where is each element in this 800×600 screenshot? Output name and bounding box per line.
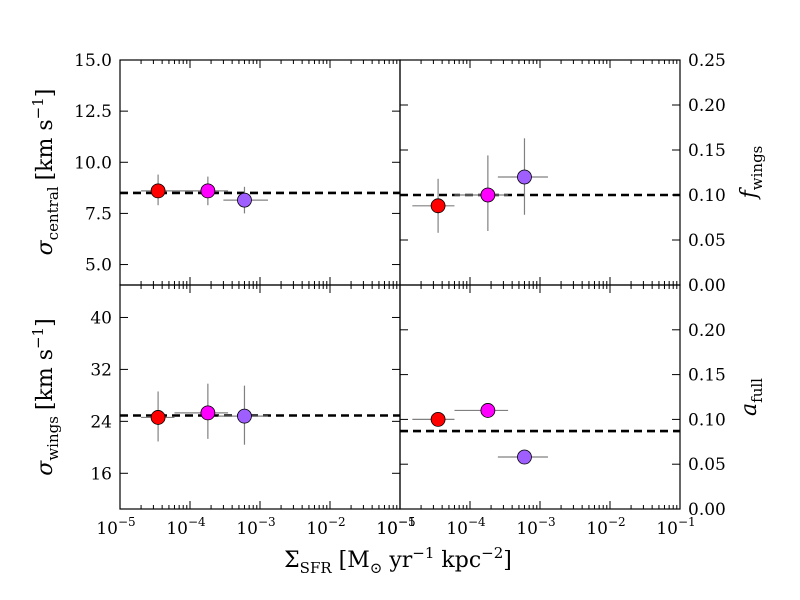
panel-bottom-left: 16 24 32 40 10−5 10−4 10−3 10−2 10−1 bbox=[90, 284, 416, 539]
y-tick-label: 16 bbox=[90, 464, 112, 484]
data-point bbox=[430, 411, 446, 427]
x-tick-label: 10−2 bbox=[306, 515, 345, 539]
data-point bbox=[517, 449, 532, 465]
ylabel-bottom-left: σwings[km s−1] bbox=[29, 318, 62, 475]
data-point bbox=[150, 183, 166, 199]
y-tick-label: 40 bbox=[90, 308, 112, 328]
y-tick-label: 7.5 bbox=[85, 204, 112, 224]
y-tick-label: 5.0 bbox=[85, 256, 112, 276]
x-tick-label: 10−4 bbox=[446, 515, 486, 539]
y-tick-label: 0.10 bbox=[688, 186, 726, 206]
y-tick-label: 10.0 bbox=[74, 153, 112, 173]
data-point bbox=[237, 408, 252, 424]
panel-bottom-right: 0.00 0.05 0.10 0.15 0.20 10−5 10−4 10−3 10−2 10−1 bbox=[376, 284, 726, 539]
x-tick-label: 10−5 bbox=[96, 515, 135, 539]
ylabel-bottom-right: afull bbox=[737, 378, 766, 416]
x-tick-label: 10−4 bbox=[166, 515, 206, 539]
axes-frame-top-right bbox=[399, 59, 681, 286]
y-tick-label: 0.15 bbox=[688, 366, 726, 386]
y-tick-label: 0.00 bbox=[688, 500, 726, 520]
x-tick-label: 10−1 bbox=[656, 515, 695, 539]
data-point bbox=[430, 198, 446, 214]
panels-layer: 5.07.510.012.515.00.000.050.100.150.200.… bbox=[74, 51, 726, 539]
ylabel-top-left: σcentral[km s−1] bbox=[29, 89, 62, 256]
data-point bbox=[480, 187, 496, 203]
data-point bbox=[200, 183, 216, 199]
x-tick-label: 10−3 bbox=[236, 515, 275, 539]
axes-frame-bottom-right bbox=[399, 284, 681, 510]
y-tick-label: 24 bbox=[90, 412, 112, 432]
y-tick-label: 0.15 bbox=[688, 141, 726, 161]
axes-frame-top-left bbox=[119, 59, 401, 286]
y-tick-label: 0.05 bbox=[688, 455, 726, 475]
data-point bbox=[150, 410, 166, 425]
panel-top-left: 5.0 7.5 10.0 12.5 15.0 bbox=[74, 51, 401, 286]
axes-frame-bottom-left bbox=[119, 284, 401, 510]
data-point bbox=[517, 169, 532, 185]
y-tick-label: 0.25 bbox=[688, 51, 726, 71]
y-tick-label: 0.00 bbox=[688, 276, 726, 296]
x-tick-label: 10−5 bbox=[376, 515, 415, 539]
x-tick-label: 10−3 bbox=[516, 515, 555, 539]
x-tick-label: 10−2 bbox=[586, 515, 625, 539]
y-tick-label: 0.20 bbox=[688, 96, 726, 116]
ylabel-top-right: fwings bbox=[737, 146, 766, 201]
y-tick-label: 15.0 bbox=[74, 51, 112, 71]
xlabel: ΣSFR [M⊙ yr−1 kpc−2] bbox=[284, 544, 512, 577]
data-point bbox=[237, 192, 252, 208]
panel-top-right: 0.00 0.05 0.10 0.15 0.20 0.25 bbox=[399, 51, 726, 296]
data-point bbox=[480, 403, 496, 418]
y-tick-label: 0.20 bbox=[688, 321, 726, 341]
y-tick-label: 32 bbox=[90, 360, 112, 380]
y-tick-label: 0.10 bbox=[688, 410, 726, 430]
x-tick-label: 10−1 bbox=[376, 515, 415, 539]
data-point bbox=[200, 405, 216, 421]
y-tick-label: 0.05 bbox=[688, 231, 726, 251]
y-tick-label: 12.5 bbox=[74, 102, 112, 122]
